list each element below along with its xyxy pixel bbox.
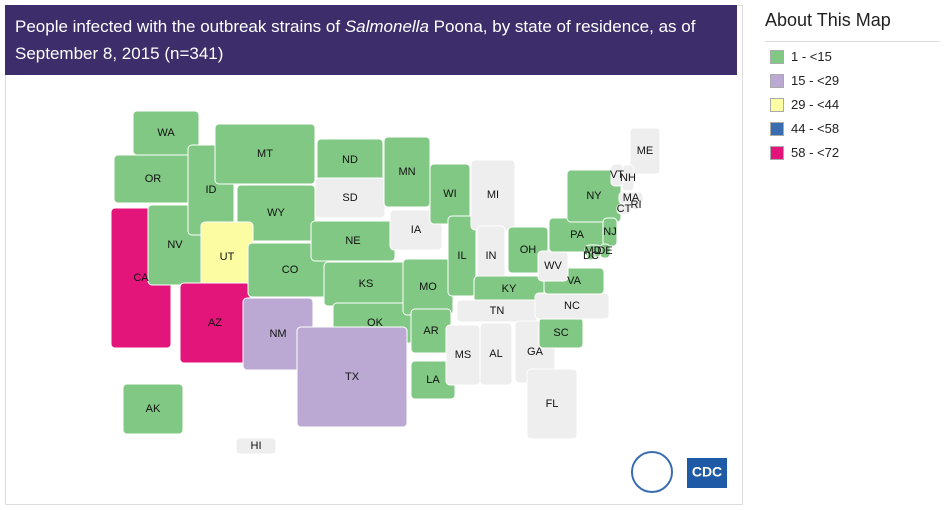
state-label: NJ — [603, 226, 616, 238]
state-label: WV — [544, 260, 562, 272]
state-shape — [235, 437, 277, 455]
legend-item: 1 - <15 — [770, 47, 940, 66]
legend-item: 15 - <29 — [770, 71, 940, 90]
state-label: OH — [520, 244, 537, 256]
legend-label: 58 - <72 — [791, 145, 840, 160]
state-label: TN — [490, 305, 505, 317]
state-label: MT — [257, 148, 273, 160]
title-italic: Salmonella — [344, 17, 429, 36]
legend-item: 44 - <58 — [770, 119, 940, 138]
state-label: RI — [631, 199, 642, 211]
state-label: MI — [487, 189, 499, 201]
state-label: DC — [583, 250, 599, 262]
state-label: OK — [367, 317, 384, 329]
state-shape — [122, 383, 184, 435]
state-label: GA — [527, 346, 544, 358]
state-label: NE — [345, 235, 360, 247]
state-label: AL — [489, 348, 502, 360]
state-label: WY — [267, 207, 285, 219]
legend-swatch — [770, 49, 784, 64]
legend-items: 1 - <15 15 - <29 29 - <44 44 - <58 58 - <72 — [755, 47, 940, 162]
state-label: LA — [426, 374, 440, 386]
state-label: MS — [455, 349, 472, 361]
state-shape — [447, 215, 477, 297]
state-label: MO — [419, 281, 437, 293]
state-label: FL — [546, 398, 559, 410]
cdc-logo: CDC — [692, 464, 722, 480]
state-label: AK — [146, 403, 161, 415]
state-label: CT — [617, 203, 632, 215]
state-label: AZ — [208, 317, 222, 329]
state-label: NY — [586, 190, 602, 202]
legend-swatch — [770, 145, 784, 160]
state-label: WI — [443, 188, 456, 200]
state-shape — [610, 163, 624, 187]
legend-label: 1 - <15 — [791, 49, 832, 64]
state-label: OR — [145, 173, 162, 185]
title-text: People infected with the outbreak strain… — [15, 17, 345, 36]
state-label: VT — [610, 169, 624, 181]
state-label: MA — [623, 192, 640, 204]
state-shape — [629, 127, 661, 175]
state-label: WA — [157, 127, 175, 139]
state-label: NH — [620, 172, 636, 184]
map-title: People infected with the outbreak strain… — [5, 5, 737, 75]
state-label: SD — [342, 192, 357, 204]
state-label: NV — [167, 239, 183, 251]
title-text: Poona, by state of residence, as of Sept… — [15, 17, 696, 63]
legend-title: About This Map — [765, 10, 940, 42]
state-label: VA — [567, 275, 582, 287]
state-shape — [389, 209, 443, 251]
state-label: ND — [342, 154, 358, 166]
state-label: DE — [597, 245, 612, 257]
state-label: MD — [584, 245, 601, 257]
state-label: NC — [564, 300, 580, 312]
legend-item: 58 - <72 — [770, 143, 940, 162]
legend-label: 15 - <29 — [791, 73, 840, 88]
state-shape — [631, 199, 641, 211]
state-label: IL — [457, 250, 466, 262]
state-label: SC — [553, 327, 568, 339]
hhs-logo — [631, 451, 673, 493]
state-label: IN — [486, 250, 497, 262]
cdc-logo-box — [687, 458, 727, 488]
legend-swatch — [770, 97, 784, 112]
state-shape — [296, 326, 408, 428]
state-label: ID — [206, 184, 217, 196]
state-label: KY — [502, 283, 517, 295]
state-label: HI — [251, 440, 262, 452]
state-label: TX — [345, 371, 360, 383]
state-shape — [616, 203, 632, 215]
legend-swatch — [770, 73, 784, 88]
state-shape — [586, 251, 596, 261]
legend-label: 44 - <58 — [791, 121, 840, 136]
state-label: MN — [398, 166, 415, 178]
map: WA OR CA NV ID MT WY UT AZ CO NM ND SD NE KS OK TX MN IA MO… — [110, 110, 727, 493]
state-label: CA — [133, 272, 149, 284]
state-label: UT — [220, 251, 235, 263]
state-shape — [479, 322, 513, 386]
state-label: ME — [637, 145, 654, 157]
state-label: KS — [359, 278, 374, 290]
state-label: PA — [570, 229, 585, 241]
state-label: AR — [423, 325, 438, 337]
state-shape — [214, 123, 316, 185]
state-label: NM — [269, 328, 286, 340]
state-shape — [526, 368, 578, 440]
state-label: CO — [282, 264, 299, 276]
state-label: IA — [411, 224, 422, 236]
legend-label: 29 - <44 — [791, 97, 840, 112]
legend: About This Map 1 - <15 15 - <29 29 - <44 44… — [755, 10, 940, 162]
legend-swatch — [770, 121, 784, 136]
legend-item: 29 - <44 — [770, 95, 940, 114]
